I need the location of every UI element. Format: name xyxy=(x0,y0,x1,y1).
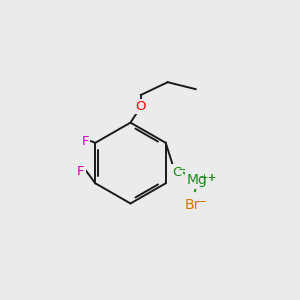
Text: −: − xyxy=(178,164,186,175)
Text: F: F xyxy=(77,165,84,178)
Text: O: O xyxy=(136,100,146,113)
Text: C: C xyxy=(172,166,182,179)
Text: −: − xyxy=(178,164,186,175)
Text: F: F xyxy=(81,135,89,148)
Text: F: F xyxy=(81,135,89,148)
Text: ++: ++ xyxy=(200,172,218,183)
Text: ++: ++ xyxy=(200,172,218,183)
Text: Br: Br xyxy=(184,198,200,212)
Text: Br: Br xyxy=(183,198,201,212)
Text: O: O xyxy=(136,100,146,113)
Text: Mg: Mg xyxy=(186,173,207,188)
Text: Mg: Mg xyxy=(185,173,208,188)
Text: C: C xyxy=(172,166,182,179)
Text: −: − xyxy=(197,197,206,207)
Text: F: F xyxy=(77,165,84,178)
Text: −: − xyxy=(197,197,206,207)
